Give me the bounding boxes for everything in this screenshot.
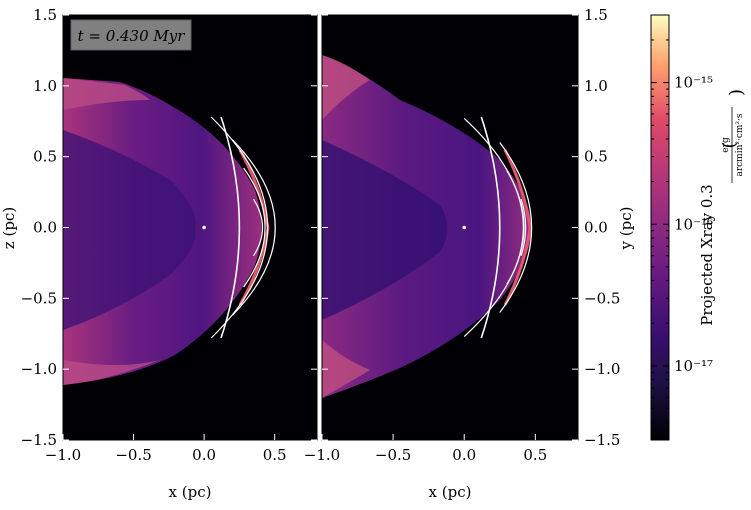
colorbar-tick-label: 10⁻¹⁶ [674, 215, 713, 233]
ytick-label-left: −1.0 [21, 360, 57, 378]
colorbar-tick-label: 10⁻¹⁵ [674, 74, 713, 92]
star-marker-right [462, 225, 467, 230]
ytick-label-left: −0.5 [21, 289, 57, 307]
contour-arc-left [243, 167, 266, 288]
ytick-label-left: 1.5 [33, 6, 57, 24]
yticks-left: −1.5 −1.0 −0.5 0.0 0.5 1.0 1.5 [21, 6, 317, 449]
bubble-tail-lower-left [63, 360, 160, 385]
svg-text:(: ( [719, 141, 740, 148]
bubble-inner-left [63, 130, 196, 330]
bubble-inner-right [322, 140, 448, 320]
xlabel-left: x (pc) [169, 483, 212, 501]
ytick-label-right: 0.5 [584, 148, 608, 166]
ylabel-right: y (pc) [617, 207, 635, 251]
contour-arc-right [506, 170, 525, 285]
xticks-right: −1.0 −0.5 0.0 0.5 [304, 15, 547, 464]
colorbar-ticks: 10⁻¹⁵ 10⁻¹⁶ 10⁻¹⁷ [651, 14, 713, 441]
contour-arc-left [231, 139, 276, 316]
ytick-label-right: 0.0 [584, 219, 608, 237]
xtick-label-left: 0.5 [263, 446, 287, 464]
shock-front-right [480, 116, 501, 339]
bubble-tail-upper-right [322, 55, 370, 120]
ytick-label-left: 0.5 [33, 148, 57, 166]
bubble-tail-lower-right [322, 340, 370, 398]
xtick-label-right: 0.5 [523, 446, 547, 464]
colorbar-gradient [650, 14, 670, 441]
ytick-label-right: −1.0 [584, 360, 620, 378]
xtick-label-left: −1.0 [45, 446, 81, 464]
colorbar: 10⁻¹⁵ 10⁻¹⁶ 10⁻¹⁷ Projected Xray 0.3 ( erg… [650, 14, 747, 441]
contour-arc-right [499, 142, 533, 313]
xtick-label-left: 0.0 [192, 446, 216, 464]
xtick-label-left: −0.5 [115, 446, 151, 464]
ytick-label-right: 1.5 [584, 6, 608, 24]
contour-arc-right [520, 198, 527, 257]
ytick-label-right: −0.5 [584, 289, 620, 307]
contours-right [463, 116, 533, 339]
ytick-label-left: 0.0 [33, 219, 57, 237]
svg-text:): ) [726, 89, 747, 96]
ytick-label-left: −1.5 [21, 431, 57, 449]
xtick-label-right: −0.5 [375, 446, 411, 464]
star-marker-left [202, 225, 206, 230]
colorbar-tick-label: 10⁻¹⁷ [674, 357, 713, 375]
xtick-label-right: −1.0 [304, 446, 340, 464]
bubble-rim-right [503, 149, 532, 306]
contour-arc-left [252, 198, 264, 257]
bubble-tail-upper-left [63, 78, 150, 110]
xlabel-right: x (pc) [429, 483, 472, 501]
xtick-label-right: 0.0 [452, 446, 476, 464]
ylabel-left: z (pc) [0, 207, 18, 249]
shock-front-left [220, 116, 241, 339]
colorbar-unit-denominator: arcmin²·cm²·s [735, 113, 745, 176]
panel-right: −1.0 −0.5 0.0 0.5 −1.5−1.0−0.50.00.51.01.5 … [304, 6, 635, 501]
panel-left: −1.0 −0.5 0.0 0.5 −1.5−1.0−0.50.00.51.01.5 … [0, 6, 318, 501]
colorbar-unit: ( erg arcmin²·cm²·s [719, 107, 745, 183]
annotation-box [70, 19, 192, 51]
colorbar-unit-numerator: erg [721, 137, 731, 153]
ytick-label-right: 1.0 [584, 77, 608, 95]
yticks-right: −1.5 −1.0 −0.5 0.0 0.5 1.0 1.5 [322, 6, 620, 449]
ytick-label-right: −1.5 [584, 431, 620, 449]
ytick-label-left: 1.0 [33, 77, 57, 95]
xticks-left: −1.0 −0.5 0.0 0.5 [45, 15, 287, 464]
contours-left [210, 116, 276, 339]
time-annotation: t = 0.430 Myr [78, 27, 186, 45]
colorbar-label: Projected Xray 0.3 [698, 184, 716, 325]
contour-arc-left [210, 116, 269, 339]
